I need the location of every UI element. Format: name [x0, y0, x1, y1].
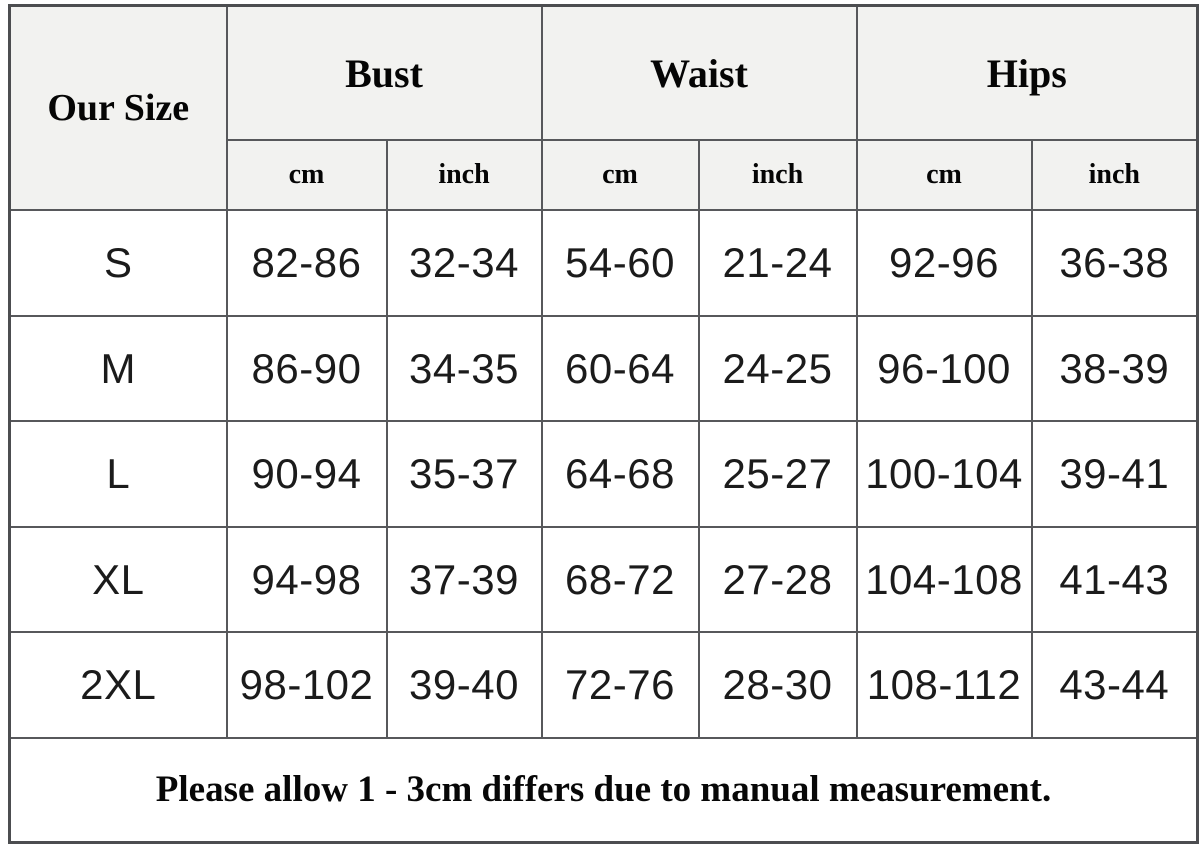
value-cell: 92-96 [855, 209, 1033, 317]
value-cell: 104-108 [855, 525, 1033, 634]
size-label: S [8, 209, 228, 317]
value-cell: 43-44 [1030, 631, 1199, 739]
note-row: Please allow 1 - 3cm differs due to manu… [8, 736, 1199, 844]
table-row-l: L 90-94 35-37 64-68 25-27 100-104 39-41 [8, 420, 1199, 528]
table-row-s: S 82-86 32-34 54-60 21-24 92-96 36-38 [8, 209, 1199, 317]
value-cell: 72-76 [540, 631, 700, 739]
column-group-bust: Bust [225, 4, 543, 142]
size-label: 2XL [8, 631, 228, 739]
column-group-hips: Hips [855, 4, 1199, 142]
unit-header-waist-inch: inch [697, 139, 858, 212]
unit-header-bust-inch: inch [385, 139, 543, 212]
value-cell: 28-30 [697, 631, 858, 739]
size-label: XL [8, 525, 228, 634]
header-group-row: Our Size Bust Waist Hips [8, 4, 1199, 212]
value-cell: 27-28 [697, 525, 858, 634]
table-row-xl: XL 94-98 37-39 68-72 27-28 104-108 41-43 [8, 525, 1199, 634]
size-label: L [8, 420, 228, 528]
value-cell: 82-86 [225, 209, 388, 317]
value-cell: 64-68 [540, 420, 700, 528]
value-cell: 21-24 [697, 209, 858, 317]
value-cell: 86-90 [225, 314, 388, 423]
value-cell: 32-34 [385, 209, 543, 317]
size-chart-table: Our Size Bust Waist Hips cm inch cm inch… [8, 4, 1200, 844]
value-cell: 68-72 [540, 525, 700, 634]
value-cell: 24-25 [697, 314, 858, 423]
header-unit-row: cm inch cm inch cm inch [10, 139, 1199, 212]
value-cell: 39-41 [1030, 420, 1199, 528]
value-cell: 94-98 [225, 525, 388, 634]
value-cell: 41-43 [1030, 525, 1199, 634]
value-cell: 54-60 [540, 209, 700, 317]
value-cell: 98-102 [225, 631, 388, 739]
value-cell: 108-112 [855, 631, 1033, 739]
column-group-waist: Waist [540, 4, 858, 142]
value-cell: 96-100 [855, 314, 1033, 423]
value-cell: 38-39 [1030, 314, 1199, 423]
table-row-2xl: 2XL 98-102 39-40 72-76 28-30 108-112 43-… [8, 631, 1199, 739]
size-label: M [8, 314, 228, 423]
measurement-note: Please allow 1 - 3cm differs due to manu… [8, 736, 1199, 844]
unit-header-waist-cm: cm [540, 139, 700, 212]
unit-header-hips-inch: inch [1030, 139, 1199, 212]
table-row-m: M 86-90 34-35 60-64 24-25 96-100 38-39 [8, 314, 1199, 423]
value-cell: 37-39 [385, 525, 543, 634]
value-cell: 35-37 [385, 420, 543, 528]
value-cell: 90-94 [225, 420, 388, 528]
value-cell: 39-40 [385, 631, 543, 739]
corner-header-our-size: Our Size [8, 4, 228, 212]
unit-header-bust-cm: cm [225, 139, 388, 212]
unit-header-hips-cm: cm [855, 139, 1033, 212]
value-cell: 60-64 [540, 314, 700, 423]
value-cell: 25-27 [697, 420, 858, 528]
value-cell: 100-104 [855, 420, 1033, 528]
value-cell: 36-38 [1030, 209, 1199, 317]
value-cell: 34-35 [385, 314, 543, 423]
